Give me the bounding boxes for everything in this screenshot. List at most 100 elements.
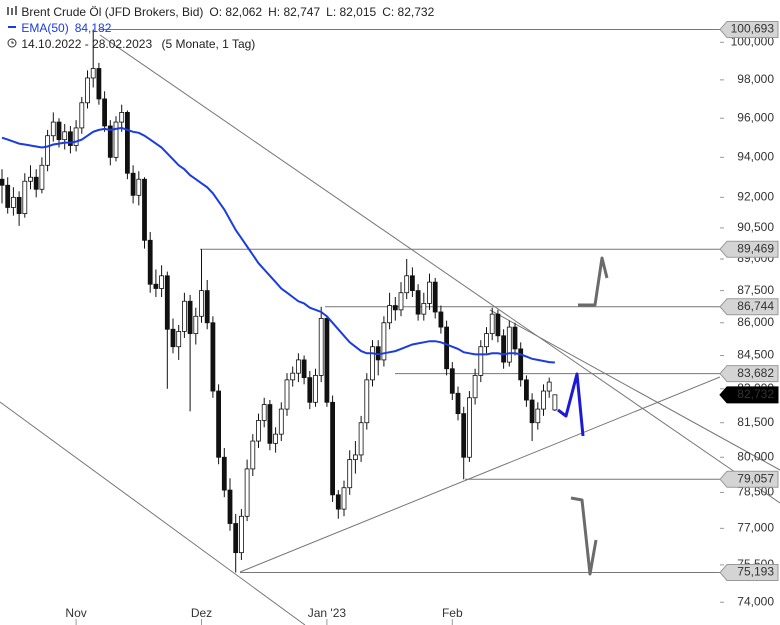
candle-body	[524, 379, 529, 401]
candle-body	[33, 176, 39, 190]
candle-body	[164, 275, 170, 330]
candle-body	[0, 178, 5, 186]
price-tag-label: 75,193	[737, 565, 774, 579]
price-tag	[719, 564, 779, 582]
candle-body	[142, 178, 147, 241]
candle-body	[370, 346, 375, 381]
candle-body	[358, 422, 364, 456]
candle-body	[250, 440, 256, 470]
price-tag	[719, 298, 779, 316]
price-tag	[719, 240, 779, 258]
forecast	[557, 256, 609, 576]
candle-body	[227, 489, 233, 524]
price-tag-label: 82,732	[737, 387, 774, 401]
trendlines	[0, 34, 780, 625]
candle-body	[318, 318, 324, 376]
candle-body	[421, 303, 427, 315]
candle-body	[199, 290, 204, 317]
candle-body	[461, 413, 467, 458]
candle-body	[409, 275, 415, 292]
candle-body	[204, 290, 210, 324]
candle-body	[415, 290, 421, 315]
candle-body	[170, 328, 176, 348]
y-tick-label: 87,500	[737, 283, 774, 297]
x-tick-label: Jan '23	[308, 606, 347, 620]
candle-body	[85, 77, 90, 104]
candle-body	[153, 283, 159, 289]
y-tick-label: 78,500	[737, 485, 774, 499]
price-tag-label: 100,693	[731, 22, 775, 36]
date-range: 14.10.2022 - 28.02.2023	[21, 37, 153, 51]
candle-body	[210, 322, 216, 392]
candle-body	[495, 313, 501, 337]
price-tag	[719, 365, 779, 383]
y-tick-label: 84,500	[737, 348, 774, 362]
legend-entry: EMA(50)	[21, 21, 69, 35]
x-tick-label: Dez	[191, 606, 212, 620]
y-tick-label: 90,500	[737, 220, 774, 234]
candle-body	[216, 390, 222, 458]
candle-body	[5, 184, 11, 208]
candle-body	[552, 394, 558, 411]
ohlc-label: L: 82,015	[326, 5, 377, 19]
candle-body	[307, 377, 313, 403]
title: Brent Crude Öl (JFD Brokers, Bid)	[21, 5, 204, 19]
candle-body	[45, 135, 50, 166]
trendline	[99, 34, 780, 504]
header: Brent Crude Öl (JFD Brokers, Bid) O: 82,0…	[0, 0, 440, 52]
ohlc-label: O: 82,062	[209, 5, 263, 19]
x-tick-label: Feb	[442, 606, 463, 620]
candle-body	[484, 333, 489, 348]
candle-body	[68, 131, 73, 146]
candle-body	[130, 172, 136, 196]
scenario-up-arrow	[578, 256, 609, 307]
price-tag-label: 83,682	[737, 366, 774, 380]
chart-icon	[7, 6, 17, 15]
candle-body	[176, 331, 182, 348]
candle-body	[501, 335, 507, 363]
candle-body	[427, 281, 432, 304]
scenario-down-arrow	[570, 496, 598, 576]
y-tick-label: 80,000	[737, 449, 774, 463]
y-tick-label: 77,000	[737, 521, 774, 535]
candle-body	[518, 348, 524, 381]
ohlc-label: H: 82,747	[268, 5, 321, 19]
candle-body	[273, 433, 279, 444]
candle-body	[267, 404, 273, 444]
price-tag-label: 79,057	[737, 471, 774, 485]
candle-body	[341, 487, 347, 510]
candle-body	[278, 408, 284, 435]
candle-body	[404, 275, 410, 294]
legend-value: 84,182	[74, 21, 112, 35]
y-tick-label: 74,000	[737, 594, 774, 608]
price-tag	[719, 386, 779, 404]
candle-body	[324, 318, 330, 403]
legend-swatch	[8, 26, 16, 28]
candle-body	[79, 102, 85, 129]
ema-line	[1, 126, 555, 364]
candle-body	[73, 127, 79, 146]
candle-body	[506, 326, 512, 363]
candle-body	[512, 326, 518, 350]
candle-body	[16, 196, 22, 214]
y-tick-label: 96,000	[737, 110, 774, 124]
candle-body	[313, 375, 318, 403]
plot	[0, 28, 720, 574]
candle-body	[330, 401, 336, 496]
legend-row: EMA(50) 84,182	[6, 20, 440, 36]
candle-body	[233, 523, 239, 554]
candle-body	[119, 112, 125, 123]
candle-body	[187, 300, 193, 335]
price-tag-label: 86,744	[737, 299, 774, 313]
candle-body	[546, 381, 552, 392]
candle-body	[466, 397, 472, 458]
candle-body	[438, 311, 444, 328]
candle-body	[472, 375, 478, 399]
date-row: 14.10.2022 - 28.02.2023 (5 Monate, 1 Tag…	[6, 36, 440, 52]
candle-body	[113, 121, 119, 158]
candle-body	[432, 281, 438, 313]
candle-body	[125, 112, 130, 174]
candle-body	[381, 322, 387, 361]
